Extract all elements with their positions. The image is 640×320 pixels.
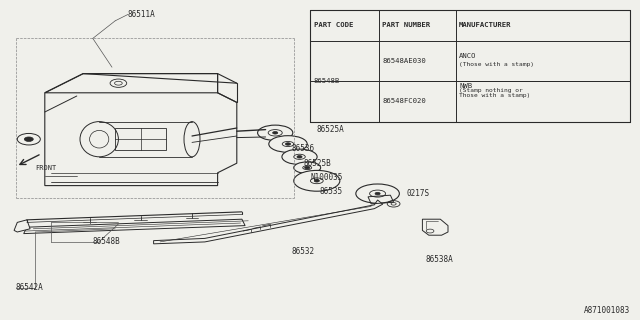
Text: N100035: N100035: [310, 173, 343, 182]
Ellipse shape: [269, 136, 307, 152]
Circle shape: [24, 137, 33, 141]
Ellipse shape: [282, 149, 317, 164]
Polygon shape: [14, 220, 30, 232]
Text: 86548B: 86548B: [314, 78, 340, 84]
Bar: [115, 128, 166, 150]
Text: NWB: NWB: [460, 83, 472, 89]
Circle shape: [273, 132, 278, 134]
Polygon shape: [422, 219, 448, 235]
Circle shape: [285, 143, 291, 145]
Polygon shape: [154, 200, 383, 244]
Polygon shape: [24, 219, 245, 234]
Ellipse shape: [294, 170, 340, 191]
Text: 86532: 86532: [291, 247, 314, 256]
Text: 86525A: 86525A: [317, 125, 344, 134]
Text: A871001083: A871001083: [584, 306, 630, 315]
Text: 86542A: 86542A: [16, 284, 44, 292]
Text: 86538A: 86538A: [426, 255, 453, 264]
Text: PART NUMBER: PART NUMBER: [383, 22, 431, 28]
Text: 86525B: 86525B: [304, 159, 332, 168]
Text: 86511A: 86511A: [128, 10, 156, 19]
Text: Those with a stamp): Those with a stamp): [460, 93, 531, 99]
Text: FRONT: FRONT: [35, 165, 56, 171]
Text: (Stamp nothing or: (Stamp nothing or: [460, 88, 523, 93]
Text: 0217S: 0217S: [406, 189, 429, 198]
Circle shape: [305, 166, 310, 169]
Text: ANCO: ANCO: [460, 53, 477, 59]
Text: MANUFACTURER: MANUFACTURER: [460, 22, 512, 28]
Ellipse shape: [294, 162, 321, 173]
Circle shape: [375, 192, 380, 195]
Text: PART CODE: PART CODE: [314, 22, 353, 28]
Text: 86535: 86535: [320, 188, 343, 196]
Text: 86548FC020: 86548FC020: [383, 99, 426, 104]
Ellipse shape: [356, 184, 399, 203]
Text: (Those with a stamp): (Those with a stamp): [460, 62, 534, 67]
Circle shape: [314, 180, 319, 182]
Bar: [310, 10, 630, 122]
Text: 86548AE030: 86548AE030: [383, 58, 426, 64]
Circle shape: [297, 156, 302, 158]
Text: 86548B: 86548B: [93, 237, 120, 246]
Ellipse shape: [257, 125, 293, 140]
Text: 86536: 86536: [291, 144, 314, 153]
